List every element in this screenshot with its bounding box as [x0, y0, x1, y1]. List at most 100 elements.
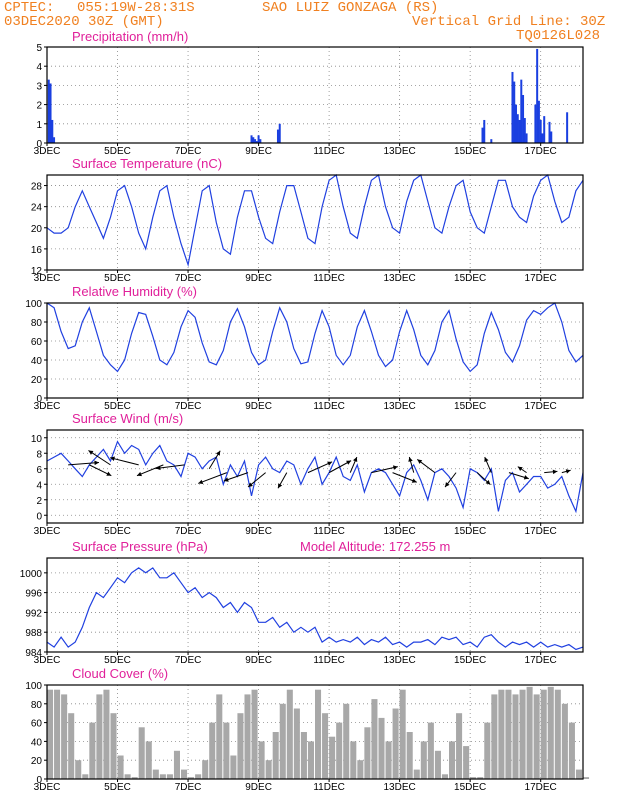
x-tick-label: 17DEC — [525, 526, 557, 537]
wind-vector-head — [248, 482, 253, 488]
precip-bar — [255, 141, 258, 143]
cloud-bar — [336, 722, 343, 779]
y-tick-label: 984 — [25, 648, 42, 659]
panel-frame — [46, 557, 584, 653]
x-tick-label: 3DEC — [34, 782, 61, 793]
panel-frame — [46, 302, 584, 399]
wind-vector-head — [552, 469, 558, 475]
cloud-bar — [371, 699, 378, 779]
y-tick-label: 3 — [36, 81, 42, 92]
cloud-bar — [583, 777, 590, 779]
x-tick-label: 9DEC — [245, 655, 272, 666]
cloud-bar — [47, 689, 54, 779]
cloud-bar — [103, 689, 110, 779]
x-tick-label: 9DEC — [245, 273, 272, 284]
cloud-bar — [512, 694, 519, 779]
y-tick-label: 12 — [31, 266, 43, 277]
precip-bar — [490, 139, 493, 143]
panel-frame — [46, 429, 584, 524]
y-tick-label: 10 — [31, 434, 43, 445]
header-station: SAO LUIZ GONZAGA (RS) — [262, 0, 439, 16]
cloud-bar — [293, 708, 300, 779]
precip-bar — [525, 133, 528, 143]
cloud-bar — [456, 713, 463, 779]
cloud-bar — [364, 727, 371, 779]
wind-vector-head — [198, 479, 204, 484]
y-tick-label: 2 — [36, 496, 42, 507]
precip-bar — [47, 79, 50, 143]
x-tick-label: 9DEC — [245, 401, 272, 412]
precip-bar — [252, 137, 255, 143]
x-tick-label: 7DEC — [175, 655, 202, 666]
cloud-bar — [575, 769, 582, 779]
cloud-bar — [202, 760, 209, 779]
cloud-bar — [357, 760, 364, 779]
cloud-bar — [463, 746, 470, 779]
x-tick-label: 3DEC — [34, 526, 61, 537]
cloud-bar — [441, 774, 448, 779]
wind-vector-head — [346, 460, 352, 465]
y-tick-label: 1 — [36, 120, 42, 131]
cloud-bar — [413, 769, 420, 779]
cloud-bar — [434, 750, 441, 779]
y-tick-label: 4 — [36, 62, 42, 73]
precip-bar — [513, 81, 516, 143]
y-tick-label: 988 — [25, 628, 42, 639]
precip-bar — [539, 119, 542, 143]
wind-vector-head — [88, 450, 94, 455]
wind-vector-head — [277, 483, 283, 489]
x-tick-label: 17DEC — [525, 782, 557, 793]
wind-vector-head — [110, 456, 115, 461]
precip-bar — [49, 83, 52, 143]
y-tick-label: 20 — [31, 756, 43, 767]
x-tick-label: 17DEC — [525, 401, 557, 412]
y-tick-label: 28 — [31, 182, 43, 193]
cloud-bar — [68, 713, 75, 779]
precip-bar — [523, 118, 526, 143]
wind-vector-head — [155, 465, 161, 471]
y-tick-label: 992 — [25, 608, 42, 619]
y-tick-label: 80 — [31, 700, 43, 711]
cloud-bar — [138, 727, 145, 779]
cloud-bar — [427, 722, 434, 779]
x-tick-label: 9DEC — [245, 782, 272, 793]
series-line — [46, 440, 584, 514]
cloud-bar — [279, 703, 286, 779]
cloud-bar — [350, 741, 357, 779]
x-tick-label: 13DEC — [384, 655, 416, 666]
wind-vector-head — [408, 457, 413, 462]
cloud-bar — [300, 732, 307, 779]
cloud-bar — [329, 736, 336, 779]
precip-bar — [548, 121, 551, 143]
precip-bar — [516, 114, 519, 143]
wind-vector-head — [223, 477, 229, 482]
cloud-bar — [61, 694, 68, 779]
precip-bar — [534, 104, 537, 143]
cloud-bar — [568, 722, 575, 779]
precip-bar — [518, 119, 521, 143]
cloud-bar — [145, 741, 152, 779]
x-tick-label: 9DEC — [245, 526, 272, 537]
cloud-bar — [195, 774, 202, 779]
y-tick-label: 5 — [36, 43, 42, 54]
series-line — [46, 567, 584, 651]
y-tick-label: 8 — [36, 449, 42, 460]
y-tick-label: 40 — [31, 356, 43, 367]
x-tick-label: 5DEC — [104, 782, 131, 793]
x-tick-label: 3DEC — [34, 273, 61, 284]
y-tick-label: 0 — [36, 394, 42, 405]
panel-title: Precipitation (mm/h) — [72, 29, 188, 44]
cloud-bar — [188, 777, 195, 779]
precip-bar — [515, 104, 517, 143]
y-tick-label: 20 — [31, 375, 43, 386]
cloud-bar — [265, 760, 272, 779]
wind-vector-head — [445, 482, 450, 488]
x-tick-label: 11DEC — [313, 273, 345, 284]
y-tick-label: 60 — [31, 337, 43, 348]
cloud-bar — [82, 774, 89, 779]
x-tick-label: 7DEC — [175, 401, 202, 412]
wind-vector — [68, 461, 99, 466]
cloud-bar — [385, 741, 392, 779]
cloud-bar — [75, 760, 82, 779]
